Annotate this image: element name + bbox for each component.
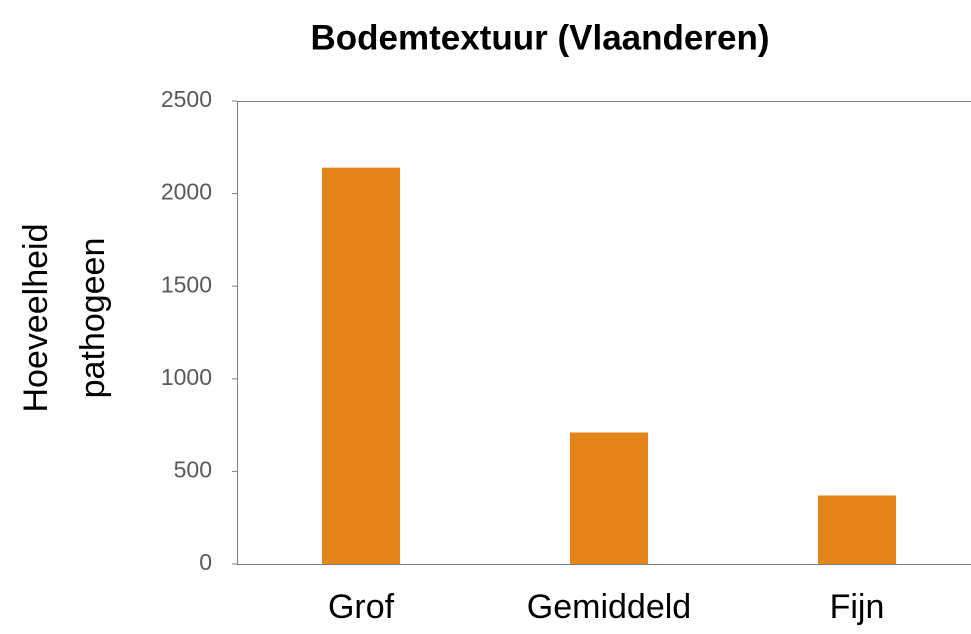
y-axis-label: pathogeen — [74, 238, 112, 399]
bar — [322, 167, 400, 564]
y-tick-label: 1500 — [161, 271, 212, 297]
y-axis-label: Hoeveelheid — [17, 223, 55, 412]
y-tick-label: 2500 — [161, 86, 212, 112]
y-tick-label: 1000 — [161, 364, 212, 390]
y-tick-label: 2000 — [161, 179, 212, 205]
y-tick-label: 500 — [174, 456, 212, 482]
plot-border — [237, 101, 971, 565]
y-tick-label: 0 — [199, 549, 212, 575]
chart-title: Bodemtextuur (Vlaanderen) — [311, 18, 770, 57]
x-tick-label: Gemiddeld — [527, 588, 691, 626]
x-tick-label: Grof — [328, 588, 395, 626]
bar — [818, 495, 896, 564]
x-tick-label: Fijn — [830, 588, 885, 626]
bar — [570, 432, 648, 564]
